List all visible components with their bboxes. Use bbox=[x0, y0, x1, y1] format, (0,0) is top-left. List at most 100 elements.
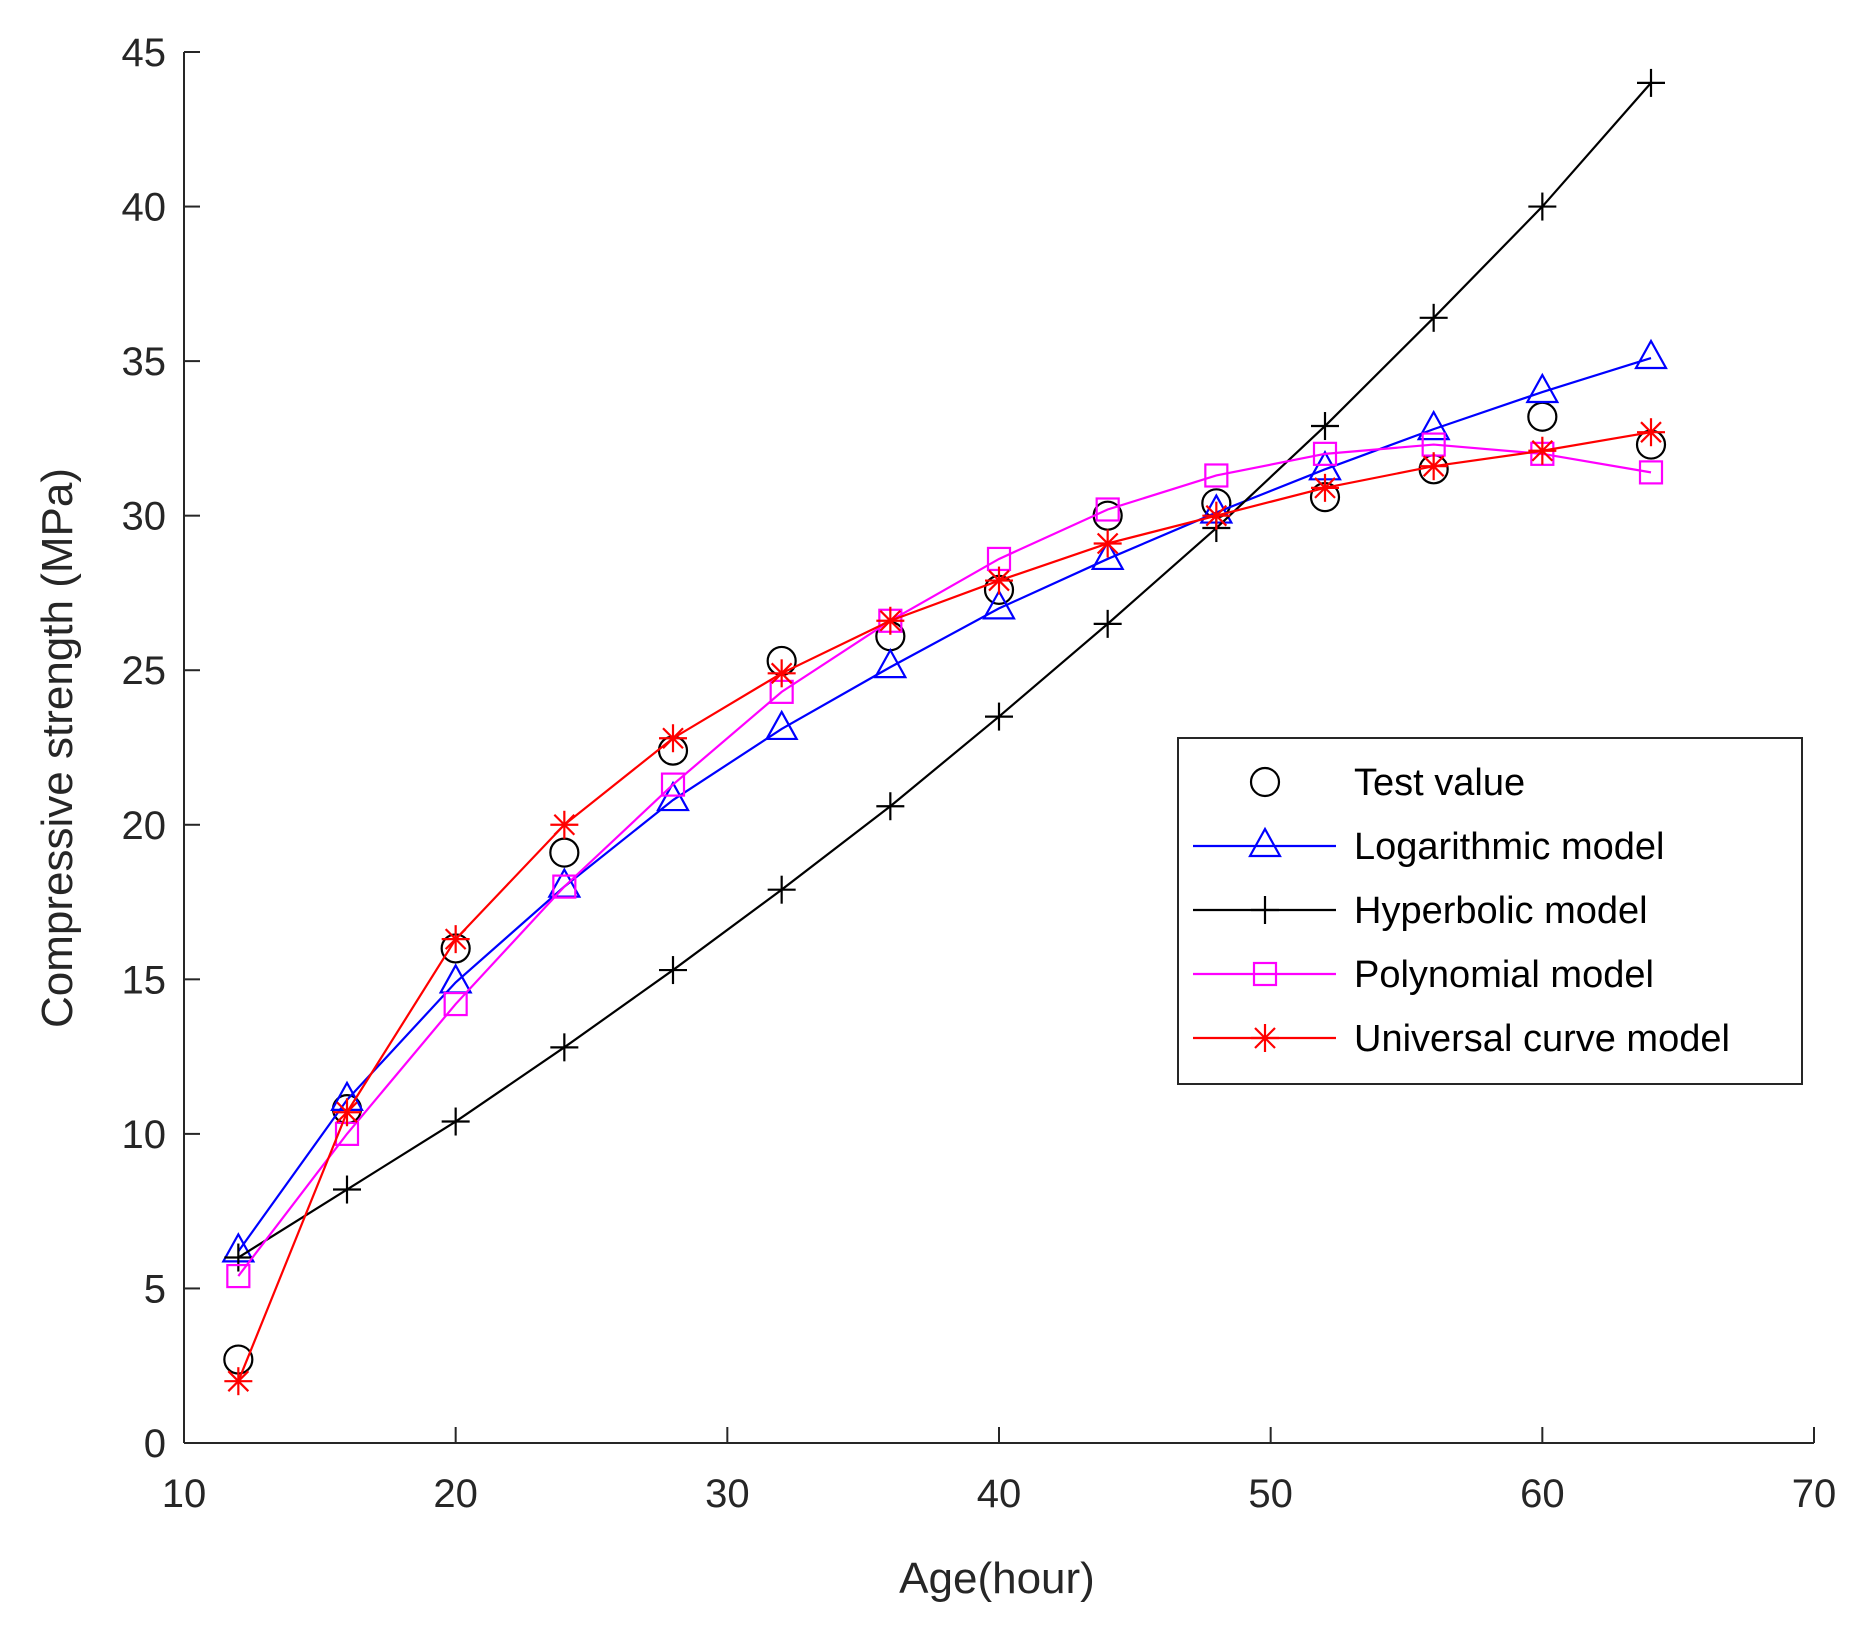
y-axis-title: Compressive strength (MPa) bbox=[33, 468, 82, 1028]
asterisk-marker-d2 bbox=[336, 1101, 358, 1124]
legend-item-universal-curve-model: Universal curve model bbox=[1193, 1018, 1730, 1060]
asterisk-marker-d2 bbox=[1640, 421, 1662, 443]
x-tick-label: 60 bbox=[1520, 1472, 1565, 1516]
data-point-universal-curve-model bbox=[333, 1098, 361, 1127]
asterisk-marker-d2 bbox=[1254, 1027, 1276, 1049]
legend-label-polynomial-model: Polynomial model bbox=[1354, 954, 1654, 996]
legend-item-hyperbolic-model: Hyperbolic model bbox=[1193, 890, 1648, 932]
legend-label-test-value: Test value bbox=[1354, 762, 1525, 804]
y-tick-label: 30 bbox=[122, 495, 167, 539]
series-universal-curve-model bbox=[224, 418, 1665, 1396]
data-point-polynomial-model bbox=[660, 772, 686, 797]
data-point-polynomial-model bbox=[552, 874, 577, 899]
asterisk-marker-d2 bbox=[1314, 477, 1336, 499]
data-point-hyperbolic-model bbox=[1528, 192, 1557, 221]
data-point-universal-curve-model bbox=[1093, 529, 1122, 558]
y-tick-label: 15 bbox=[122, 958, 167, 1002]
data-point-polynomial-model bbox=[1204, 463, 1229, 488]
series-layer bbox=[221, 68, 1668, 1396]
circle-marker-shape bbox=[1249, 766, 1281, 798]
data-point-hyperbolic-model bbox=[441, 1107, 470, 1136]
legend-marker-polynomial-model bbox=[1252, 961, 1278, 987]
asterisk-marker-d2 bbox=[1531, 439, 1554, 462]
asterisk-marker-d2 bbox=[444, 928, 467, 950]
data-point-hyperbolic-model bbox=[876, 792, 905, 821]
data-point-polynomial-model bbox=[443, 991, 468, 1017]
asterisk-marker-d2 bbox=[1096, 532, 1119, 555]
triangle-marker-shape bbox=[1525, 372, 1560, 404]
data-point-polynomial-model bbox=[1638, 460, 1664, 485]
data-point-universal-curve-model bbox=[659, 724, 687, 753]
data-point-universal-curve-model bbox=[985, 566, 1013, 595]
y-tick-label: 0 bbox=[144, 1422, 166, 1466]
asterisk-marker-d2 bbox=[770, 662, 793, 685]
square-marker-shape bbox=[552, 874, 577, 899]
square-marker-shape bbox=[443, 991, 468, 1017]
data-point-universal-curve-model bbox=[876, 606, 905, 635]
data-point-polynomial-model bbox=[226, 1263, 251, 1289]
asterisk-marker-d2 bbox=[1205, 504, 1228, 527]
square-marker-shape bbox=[1312, 441, 1338, 466]
triangle-marker-shape bbox=[873, 647, 908, 679]
data-point-universal-curve-model bbox=[1637, 418, 1665, 447]
y-tick-label: 25 bbox=[122, 649, 167, 693]
triangle-marker-shape bbox=[1634, 338, 1668, 370]
x-tick-label: 30 bbox=[705, 1472, 750, 1516]
square-marker-shape bbox=[1204, 463, 1229, 488]
data-point-universal-curve-model bbox=[767, 659, 796, 688]
data-point-polynomial-model bbox=[1312, 441, 1338, 466]
series-line-universal-curve-model bbox=[237, 431, 1652, 1382]
legend-item-polynomial-model: Polynomial model bbox=[1193, 954, 1654, 996]
data-point-hyperbolic-model bbox=[1419, 303, 1448, 332]
data-point-universal-curve-model bbox=[550, 810, 579, 839]
data-point-logarithmic-model bbox=[1525, 372, 1560, 404]
asterisk-marker-d2 bbox=[227, 1370, 250, 1392]
legend: Test value Logarithmic model Hyperbolic mo… bbox=[1177, 737, 1803, 1085]
legend-item-logarithmic-model: Logarithmic model bbox=[1193, 826, 1664, 868]
legend-marker-universal-curve-model bbox=[1251, 1024, 1279, 1052]
series-line-hyperbolic-model bbox=[237, 82, 1652, 1259]
square-marker-shape bbox=[1252, 961, 1278, 987]
y-tick-label: 20 bbox=[122, 804, 167, 848]
triangle-marker-shape bbox=[1416, 409, 1451, 441]
data-point-universal-curve-model bbox=[1311, 473, 1339, 502]
y-tick-label: 10 bbox=[122, 1113, 167, 1157]
data-point-universal-curve-model bbox=[1419, 452, 1448, 481]
triangle-marker-shape bbox=[1248, 826, 1282, 858]
legend-item-test-value: Test value bbox=[1249, 762, 1525, 804]
data-point-universal-curve-model bbox=[224, 1367, 253, 1396]
y-tick-label: 35 bbox=[122, 340, 167, 384]
legend-label-logarithmic-model: Logarithmic model bbox=[1354, 826, 1664, 868]
x-tick-label: 20 bbox=[433, 1472, 478, 1516]
data-point-hyperbolic-model bbox=[333, 1175, 361, 1204]
data-point-hyperbolic-model bbox=[1093, 609, 1122, 638]
data-point-hyperbolic-model bbox=[1311, 412, 1339, 441]
legend-marker-hyperbolic-model bbox=[1251, 896, 1279, 924]
data-point-hyperbolic-model bbox=[224, 1243, 253, 1272]
axes: 10 20 30 40 50 60 70 0 5 10 15 20 25 30 35 40 45 bbox=[122, 31, 1837, 1516]
data-point-universal-curve-model bbox=[1528, 436, 1557, 465]
data-point-hyperbolic-model bbox=[767, 875, 796, 904]
legend-marker-test-value bbox=[1249, 766, 1281, 798]
data-point-hyperbolic-model bbox=[1637, 68, 1665, 97]
x-tick-label: 50 bbox=[1248, 1472, 1293, 1516]
square-marker-shape bbox=[1638, 460, 1664, 485]
data-point-logarithmic-model bbox=[1090, 539, 1125, 571]
asterisk-marker-d2 bbox=[1422, 455, 1445, 477]
data-point-logarithmic-model bbox=[764, 709, 799, 741]
y-tick-label: 45 bbox=[122, 31, 167, 75]
square-marker-shape bbox=[226, 1263, 251, 1289]
x-tick-label: 40 bbox=[977, 1472, 1022, 1516]
data-point-hyperbolic-model bbox=[659, 956, 687, 985]
triangle-marker-shape bbox=[982, 589, 1016, 620]
asterisk-marker-d2 bbox=[879, 609, 902, 632]
x-tick-label: 10 bbox=[162, 1472, 207, 1516]
data-point-logarithmic-model bbox=[982, 589, 1016, 620]
square-marker-shape bbox=[660, 772, 686, 797]
y-tick-label: 5 bbox=[144, 1267, 166, 1311]
data-point-hyperbolic-model bbox=[550, 1033, 579, 1062]
x-axis-title: Age(hour) bbox=[899, 1554, 1095, 1603]
square-marker-shape bbox=[1095, 497, 1120, 522]
data-point-polynomial-model bbox=[1095, 497, 1120, 522]
